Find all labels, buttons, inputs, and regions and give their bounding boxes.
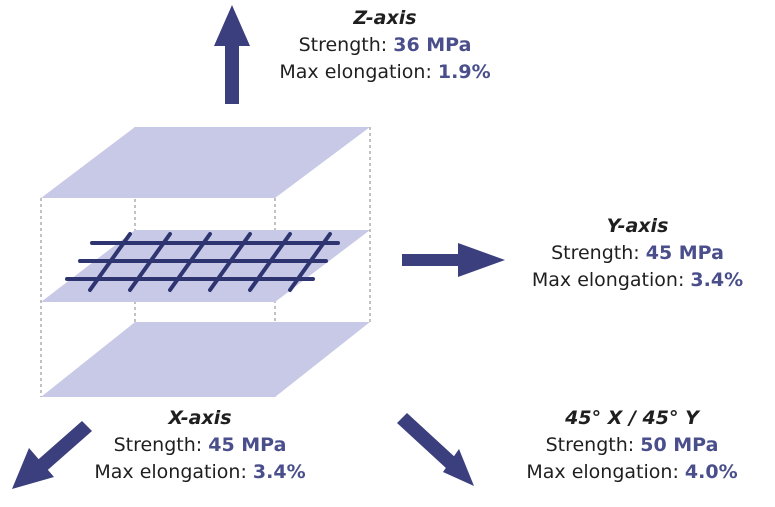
diagonal-label: 45° X / 45° Y Strength: 50 MPa Max elong… — [492, 405, 772, 486]
strength-label: Strength: — [298, 34, 388, 56]
z-axis-arrow — [214, 5, 250, 104]
x-axis-arrow — [12, 421, 92, 489]
z-axis-title: Z-axis — [353, 7, 417, 29]
y-axis-title: Y-axis — [606, 215, 669, 237]
diag-strength-value: 50 MPa — [640, 434, 719, 456]
x-axis-label: X-axis Strength: 45 MPa Max elongation: … — [60, 405, 340, 486]
top-plate — [41, 127, 370, 198]
strength-label: Strength: — [113, 434, 203, 456]
elongation-label: Max elongation: — [279, 61, 432, 83]
z-axis-label: Z-axis Strength: 36 MPa Max elongation: … — [245, 5, 525, 86]
diagonal-title: 45° X / 45° Y — [565, 407, 699, 429]
diag-elongation-value: 4.0% — [684, 461, 738, 483]
z-strength-value: 36 MPa — [393, 34, 472, 56]
y-axis-arrow — [402, 243, 505, 277]
y-strength-value: 45 MPa — [645, 242, 724, 264]
x-elongation-value: 3.4% — [252, 461, 306, 483]
strength-label: Strength: — [545, 434, 635, 456]
bottom-plate — [41, 322, 370, 397]
strength-label: Strength: — [551, 242, 640, 264]
y-axis-label: Y-axis Strength: 45 MPa Max elongation: … — [505, 213, 770, 294]
printed-mesh — [65, 232, 340, 292]
elongation-label: Max elongation: — [94, 461, 247, 483]
z-elongation-value: 1.9% — [437, 61, 491, 83]
x-axis-title: X-axis — [168, 407, 232, 429]
x-strength-value: 45 MPa — [208, 434, 287, 456]
middle-plate — [41, 230, 370, 302]
elongation-label: Max elongation: — [526, 461, 679, 483]
elongation-label: Max elongation: — [531, 269, 685, 291]
y-elongation-value: 3.4% — [690, 269, 744, 291]
diagonal-arrow — [397, 413, 474, 486]
